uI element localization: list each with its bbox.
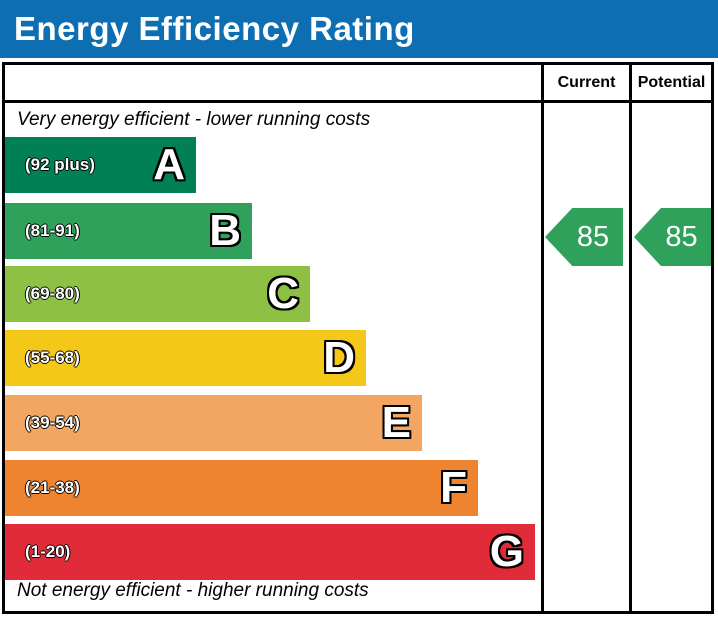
band-d-range-label: (55-68) <box>25 348 80 367</box>
potential-column-header: Potential <box>637 73 706 91</box>
top-note: Very energy efficient - lower running co… <box>17 109 371 130</box>
band-d: (55-68) D <box>5 330 366 386</box>
band-e-range-label: (39-54) <box>25 413 80 432</box>
potential-rating-value: 85 <box>665 220 698 253</box>
band-g-range-label: (1-20) <box>25 542 71 561</box>
band-d-letter: D <box>323 333 355 382</box>
band-e-letter: E <box>381 398 411 447</box>
band-g-letter: G <box>489 527 524 576</box>
rating-table: Current Potential Very energy efficient … <box>2 62 714 614</box>
header-separator <box>5 100 711 103</box>
bottom-note: Not energy efficient - higher running co… <box>17 580 369 601</box>
band-g: (1-20) G <box>5 524 535 580</box>
band-a-range-label: (92 plus) <box>25 155 95 174</box>
band-b-range-label: (81-91) <box>25 221 80 240</box>
title-bar: Energy Efficiency Rating <box>0 0 718 58</box>
page-title: Energy Efficiency Rating <box>14 10 415 47</box>
current-column-header: Current <box>557 73 616 91</box>
band-e: (39-54) E <box>5 395 422 451</box>
band-f-range-label: (21-38) <box>25 478 80 497</box>
current-rating-arrow: 85 <box>545 208 623 266</box>
current-rating-value: 85 <box>576 220 610 253</box>
band-b-letter: B <box>209 206 241 255</box>
band-c-letter: C <box>267 269 299 318</box>
potential-column-divider <box>629 65 632 611</box>
band-a: (92 plus) A <box>5 137 196 193</box>
band-f: (21-38) F <box>5 460 478 516</box>
potential-rating-arrow: 85 <box>634 208 711 266</box>
band-f-letter: F <box>440 463 467 512</box>
band-c: (69-80) C <box>5 266 310 322</box>
band-b: (81-91) B <box>5 203 252 259</box>
band-c-range-label: (69-80) <box>25 284 80 303</box>
band-a-letter: A <box>153 140 185 189</box>
current-column-divider <box>541 65 544 611</box>
